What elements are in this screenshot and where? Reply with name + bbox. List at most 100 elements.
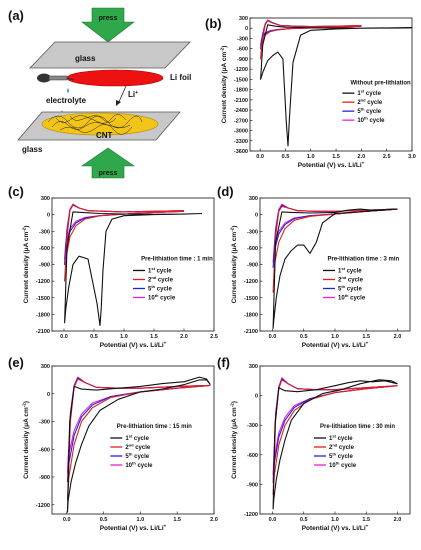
y-axis-label: Current density (μA cm-2) bbox=[220, 46, 229, 124]
series-line-1 bbox=[260, 24, 412, 147]
x-tick-label: 1.0 bbox=[331, 517, 339, 523]
panel-label: (d) bbox=[217, 184, 234, 199]
x-tick-label: 2.0 bbox=[358, 154, 366, 160]
y-tick-label: -2100 bbox=[234, 98, 248, 104]
legend-label: 5th cycle bbox=[338, 284, 362, 293]
panel-label: (e) bbox=[8, 355, 24, 370]
y-tick-label: 300 bbox=[239, 16, 248, 22]
y-tick-label: -3300 bbox=[234, 139, 248, 145]
y-tick-label: -300 bbox=[237, 36, 248, 42]
x-tick-label: 0.0 bbox=[256, 154, 264, 160]
press-arrow-bottom-icon bbox=[81, 147, 135, 179]
plot-frame bbox=[249, 17, 413, 152]
series-line-1 bbox=[272, 208, 398, 329]
x-axis-label: Potential (V) vs. Li/Li+ bbox=[302, 524, 369, 533]
li-ion-arrowhead bbox=[116, 100, 121, 106]
y-tick-label: 0 bbox=[47, 392, 50, 398]
y-tick-label: -1200 bbox=[36, 279, 50, 285]
y-tick-label: -900 bbox=[39, 475, 50, 481]
cnt-fibers bbox=[47, 114, 143, 135]
legend-label: 1st cycle bbox=[357, 89, 381, 98]
y-tick-label: -600 bbox=[39, 447, 50, 453]
li-foil bbox=[66, 69, 164, 87]
x-tick-label: 1.5 bbox=[332, 154, 340, 160]
y-axis-label: Current density (μA cm-2) bbox=[22, 401, 31, 479]
x-tick-label: 1.5 bbox=[362, 517, 370, 523]
y-tick-label: -1800 bbox=[244, 312, 258, 318]
series-line-2 bbox=[272, 205, 398, 293]
x-tick-label: 0.0 bbox=[269, 334, 277, 340]
x-tick-label: 0.0 bbox=[60, 334, 68, 340]
x-tick-label: 1.0 bbox=[307, 154, 315, 160]
x-tick-label: 1.5 bbox=[173, 517, 181, 523]
legend-label: 2nd cycle bbox=[125, 443, 151, 452]
y-tick-label: 300 bbox=[41, 196, 50, 202]
li-ion-arrow bbox=[117, 85, 127, 105]
x-tick-label: 0.5 bbox=[90, 334, 98, 340]
legend-label: 5th cycle bbox=[329, 452, 353, 461]
chart-annotation: Pre-lithiation time : 1 min bbox=[141, 257, 213, 263]
legend-label: 10th cycle bbox=[357, 116, 385, 125]
y-tick-label: 300 bbox=[249, 196, 258, 202]
y-tick-label: -3000 bbox=[234, 129, 248, 135]
legend-label: 5th cycle bbox=[148, 284, 172, 293]
x-tick-label: 2.0 bbox=[180, 334, 188, 340]
y-tick-label: -300 bbox=[247, 423, 258, 429]
y-tick-label: -300 bbox=[247, 229, 258, 235]
series-line-1 bbox=[64, 211, 203, 327]
y-tick-label: -1800 bbox=[234, 88, 248, 94]
electrolyte-label: electrolyte bbox=[46, 96, 87, 105]
x-axis-label: Potential (V) vs. Li/Li+ bbox=[100, 524, 167, 533]
chart-annotation: Pre-lithiation time : 3 min bbox=[328, 257, 400, 263]
panel-label: (f) bbox=[217, 355, 230, 370]
x-axis-label: Potential (V) vs. Li/Li+ bbox=[298, 161, 365, 170]
y-tick-label: -1200 bbox=[244, 512, 258, 518]
y-axis-label: Current density (μA cm-2) bbox=[230, 401, 239, 479]
x-tick-label: 2.0 bbox=[210, 517, 218, 523]
x-tick-label: 2.0 bbox=[394, 334, 402, 340]
y-tick-label: -900 bbox=[237, 57, 248, 63]
y-tick-label: -300 bbox=[39, 420, 50, 426]
y-tick-label: -1500 bbox=[234, 77, 248, 83]
plot-frame bbox=[51, 365, 215, 515]
x-tick-label: 0.5 bbox=[300, 517, 308, 523]
x-tick-label: 0.0 bbox=[63, 517, 71, 523]
li-ion-label: Li+ bbox=[128, 90, 138, 99]
legend-label: 2nd cycle bbox=[338, 275, 364, 284]
y-tick-label: -600 bbox=[247, 246, 258, 252]
legend-label: 10th cycle bbox=[148, 293, 176, 302]
x-tick-label: 0.5 bbox=[300, 334, 308, 340]
legend-label: 5th cycle bbox=[125, 452, 149, 461]
x-tick-label: 0.0 bbox=[269, 517, 277, 523]
panel-label: (b) bbox=[205, 16, 222, 31]
x-tick-label: 3.0 bbox=[408, 154, 416, 160]
y-tick-label: 0 bbox=[255, 394, 258, 400]
y-axis-label: Current density (μA cm-2) bbox=[22, 226, 31, 304]
chart-annotation: Pre-lithiation time : 30 min bbox=[320, 424, 395, 430]
series-line-1 bbox=[272, 379, 398, 510]
cv-chart-5: (f) 300 0 -300 -600 -900 -1200 0.0 0.5 1.0 1.5 2.0 P… bbox=[217, 355, 411, 533]
y-tick-label: -1800 bbox=[36, 312, 50, 318]
cnt-label: CNT bbox=[96, 131, 113, 140]
y-tick-label: -1500 bbox=[36, 296, 50, 302]
plot-frame bbox=[51, 197, 215, 332]
glass-label-top: glass bbox=[75, 54, 96, 63]
x-tick-label: 0.5 bbox=[100, 517, 108, 523]
y-tick-label: 300 bbox=[41, 364, 50, 370]
y-tick-label: -2100 bbox=[244, 329, 258, 335]
y-tick-label: -300 bbox=[39, 229, 50, 235]
x-tick-label: 1.5 bbox=[362, 334, 370, 340]
schematic-panel-a: (a) press glass Li foil electrolyte Li+ bbox=[8, 7, 191, 179]
x-tick-label: 2.5 bbox=[210, 334, 218, 340]
cv-chart-1: (b) 300 0 -300 -600 -900 -1200 -1500 -1800 -2100 -… bbox=[205, 16, 416, 169]
cv-chart-2: (c) 300 0 -300 -600 -900 -1200 -1500 -1800 -2100 0… bbox=[8, 184, 218, 349]
chart-annotation: Pre-lithiation time : 15 min bbox=[117, 424, 192, 430]
cv-chart-3: (d) 300 0 -300 -600 -900 -1200 -1500 -1800 -2100 0… bbox=[217, 184, 411, 349]
y-tick-label: 0 bbox=[255, 213, 258, 219]
x-tick-label: 1.0 bbox=[120, 334, 128, 340]
x-tick-label: 1.0 bbox=[137, 517, 145, 523]
panel-label: (c) bbox=[8, 184, 24, 199]
legend-label: 1st cycle bbox=[338, 266, 362, 275]
y-tick-label: 300 bbox=[249, 364, 258, 370]
